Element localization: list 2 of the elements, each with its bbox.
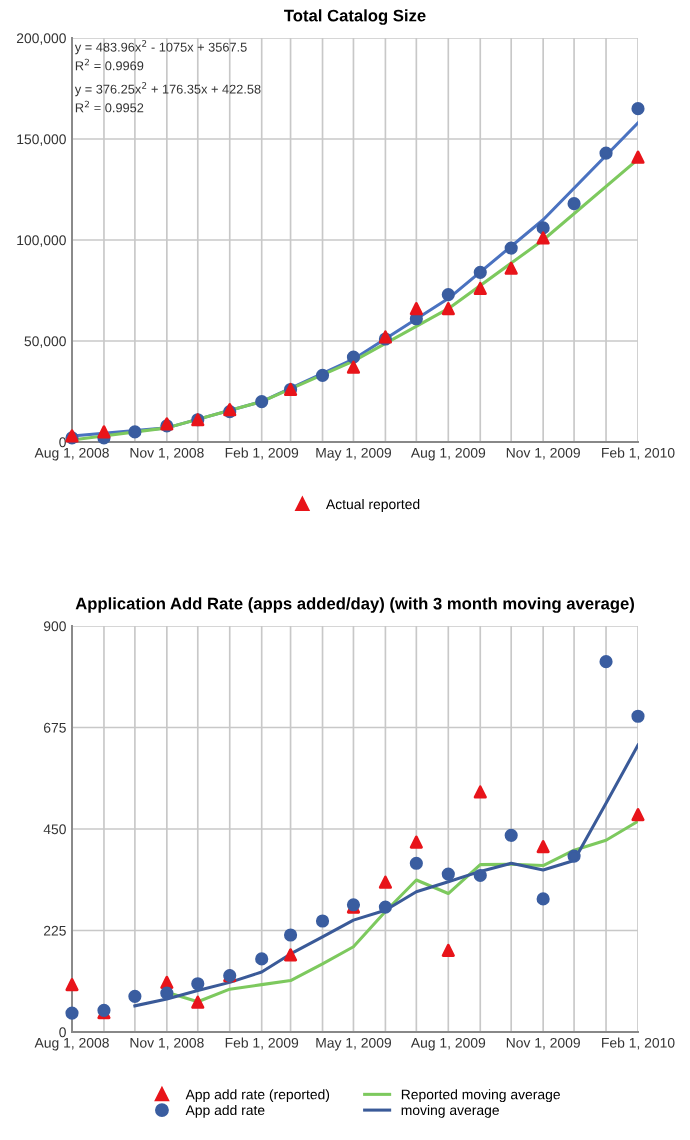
chart-title: Total Catalog Size <box>284 9 426 25</box>
chart-title: Application Add Rate (apps added/day) (with 3 month moving average) <box>75 597 634 613</box>
